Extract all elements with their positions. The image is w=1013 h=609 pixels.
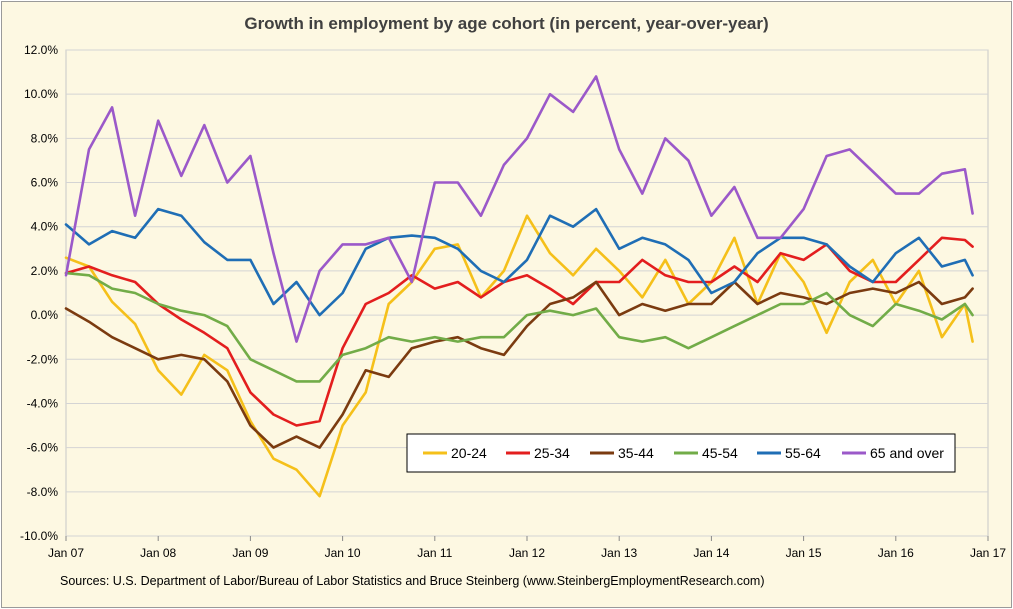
series-line xyxy=(64,271,974,383)
x-tick-label: Jan 16 xyxy=(878,546,914,560)
x-tick-label: Jan 08 xyxy=(140,546,176,560)
y-tick-label: -2.0% xyxy=(27,352,59,366)
legend-label: 35-44 xyxy=(618,445,654,461)
series-lines xyxy=(64,75,974,498)
series-line xyxy=(64,207,974,317)
y-tick-label: 4.0% xyxy=(31,220,59,234)
y-axis-ticks: 12.0% 10.0% 8.0% 6.0% 4.0% 2.0% 0.0% -2.0% -4.0%… xyxy=(20,43,58,543)
x-tick-label: Jan 15 xyxy=(786,546,822,560)
legend-label: 55-64 xyxy=(785,445,821,461)
y-tick-label: 10.0% xyxy=(24,87,58,101)
y-tick-label: 2.0% xyxy=(31,264,59,278)
source-note: Sources: U.S. Department of Labor/Bureau… xyxy=(60,574,765,588)
y-tick-label: -10.0% xyxy=(20,529,58,543)
y-tick-label: 8.0% xyxy=(31,131,59,145)
y-tick-label: -4.0% xyxy=(27,396,59,410)
x-axis-ticks: Jan 07 Jan 08 Jan 09 Jan 10 Jan 11 Jan 12 Jan … xyxy=(48,536,1006,560)
y-tick-label: 0.0% xyxy=(31,308,59,322)
legend-label: 25-34 xyxy=(534,445,570,461)
legend: 20-24 25-34 35-44 45-54 55-64 65 and over xyxy=(406,433,956,473)
y-tick-label: -8.0% xyxy=(27,485,59,499)
legend-label: 45-54 xyxy=(702,445,738,461)
x-tick-label: Jan 07 xyxy=(48,546,84,560)
x-tick-label: Jan 12 xyxy=(509,546,545,560)
legend-label: 65 and over xyxy=(870,445,944,461)
y-tick-label: 6.0% xyxy=(31,176,59,190)
x-tick-label: Jan 10 xyxy=(325,546,361,560)
y-tick-label: 12.0% xyxy=(24,43,58,57)
chart-title: Growth in employment by age cohort (in p… xyxy=(244,14,769,33)
x-tick-label: Jan 13 xyxy=(601,546,637,560)
x-tick-label: Jan 17 xyxy=(970,546,1006,560)
x-tick-label: Jan 11 xyxy=(417,546,452,560)
x-tick-label: Jan 09 xyxy=(232,546,268,560)
series-line xyxy=(64,75,974,343)
series-line xyxy=(64,214,974,498)
legend-label: 20-24 xyxy=(451,445,487,461)
y-tick-label: -6.0% xyxy=(27,441,59,455)
x-tick-label: Jan 14 xyxy=(693,546,729,560)
